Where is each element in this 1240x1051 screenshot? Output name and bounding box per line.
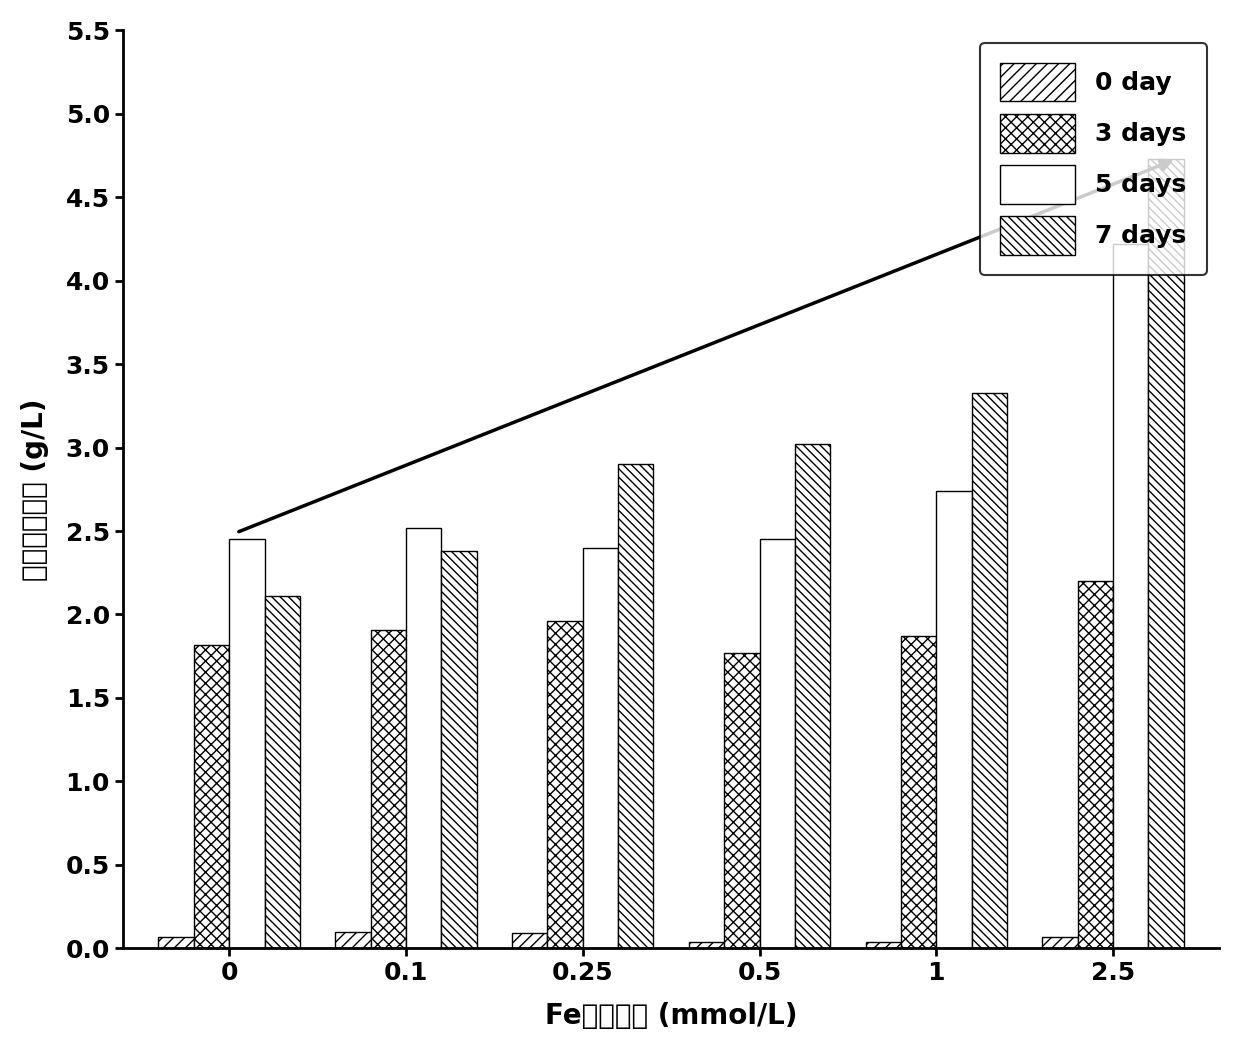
Bar <box>512 933 547 948</box>
Y-axis label: 生物柴油产量 (g/L): 生物柴油产量 (g/L) <box>21 398 48 580</box>
Bar <box>159 936 193 948</box>
Bar <box>1114 244 1148 948</box>
Bar <box>618 465 653 948</box>
Bar <box>795 445 831 948</box>
Bar <box>583 548 618 948</box>
Bar <box>441 551 476 948</box>
Legend: 0 day, 3 days, 5 days, 7 days: 0 day, 3 days, 5 days, 7 days <box>981 43 1207 274</box>
Bar <box>936 491 972 948</box>
Bar <box>547 621 583 948</box>
Bar <box>405 528 441 948</box>
Bar <box>264 596 300 948</box>
Bar <box>229 539 264 948</box>
Bar <box>193 644 229 948</box>
Bar <box>335 931 371 948</box>
Bar <box>901 636 936 948</box>
Bar <box>688 942 724 948</box>
Bar <box>724 653 760 948</box>
Bar <box>371 630 405 948</box>
Bar <box>972 392 1007 948</box>
Bar <box>1043 936 1078 948</box>
Bar <box>866 942 901 948</box>
X-axis label: Fe投加浓度 (mmol/L): Fe投加浓度 (mmol/L) <box>544 1003 797 1030</box>
Bar <box>1078 581 1114 948</box>
Bar <box>1148 159 1184 948</box>
Bar <box>760 539 795 948</box>
